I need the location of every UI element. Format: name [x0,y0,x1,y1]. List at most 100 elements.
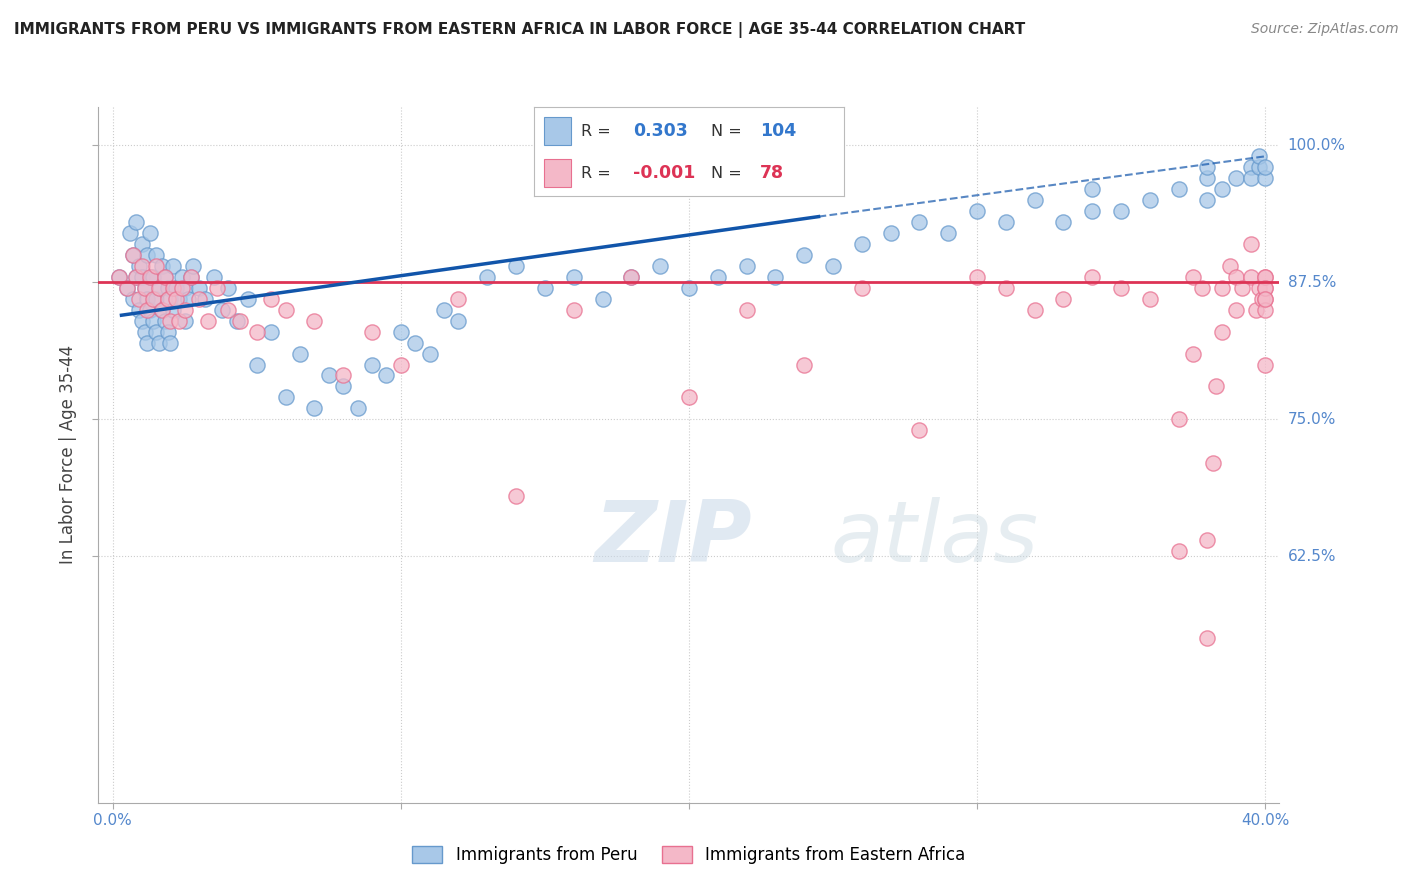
Text: atlas: atlas [831,497,1039,580]
Point [879,226,901,240]
Point [131,269,153,284]
Point [793,358,815,372]
Point [1254,292,1277,306]
Point [131,314,153,328]
Point [936,226,959,240]
Point [1254,281,1277,295]
Point [180,269,202,284]
Point [128,292,150,306]
Point [139,269,162,284]
Point [153,314,176,328]
Point [1205,379,1227,393]
Point [620,269,643,284]
Point [148,281,170,295]
Point [148,335,170,350]
Point [1254,292,1277,306]
Point [115,281,138,295]
Point [225,314,247,328]
Point [1081,269,1104,284]
Point [170,281,193,295]
Point [1139,292,1161,306]
Point [1230,281,1253,295]
Point [153,269,176,284]
Point [1254,269,1277,284]
Point [134,281,156,295]
Point [1197,533,1219,547]
Text: 78: 78 [761,164,785,182]
Point [447,292,470,306]
Point [1211,281,1233,295]
Point [162,281,184,295]
Point [304,401,326,416]
Point [156,281,179,295]
Point [735,259,758,273]
Point [1254,358,1277,372]
Text: 75.0%: 75.0% [1288,412,1336,426]
Point [167,314,190,328]
Point [177,292,200,306]
Point [188,281,211,295]
Point [477,269,499,284]
Point [1254,281,1277,295]
Point [159,335,181,350]
Point [1109,204,1132,219]
Point [1197,632,1219,646]
Point [1240,237,1263,252]
Point [274,391,297,405]
Point [142,314,165,328]
Point [346,401,368,416]
Point [375,368,398,383]
Point [793,248,815,262]
Point [1254,161,1277,175]
Point [136,302,159,317]
Text: 100.0%: 100.0% [1288,138,1346,153]
Point [180,269,202,284]
Point [205,281,228,295]
Point [150,302,173,317]
Point [246,358,269,372]
Point [167,292,190,306]
Text: R =: R = [581,124,610,138]
Point [562,302,585,317]
Point [150,259,173,273]
Point [304,314,326,328]
Point [202,269,225,284]
Point [274,302,297,317]
Point [139,269,162,284]
Point [678,391,700,405]
Point [1052,215,1074,229]
Point [1211,325,1233,339]
Point [183,259,205,273]
Point [145,292,167,306]
Text: -0.001: -0.001 [633,164,696,182]
Point [908,423,931,437]
Point [120,226,142,240]
Point [162,259,184,273]
Point [156,325,179,339]
Point [139,226,162,240]
Point [678,281,700,295]
Point [145,325,167,339]
Point [1240,269,1263,284]
Point [1249,149,1271,163]
Point [134,281,156,295]
Point [173,314,195,328]
Point [966,269,988,284]
Point [128,259,150,273]
Point [197,314,219,328]
Point [217,302,239,317]
Point [1052,292,1074,306]
Point [145,259,167,273]
Point [238,292,260,306]
Point [134,325,156,339]
Legend: Immigrants from Peru, Immigrants from Eastern Africa: Immigrants from Peru, Immigrants from Ea… [405,839,973,871]
Point [165,292,187,306]
Point [592,292,614,306]
Point [1197,161,1219,175]
Point [332,368,354,383]
Text: 87.5%: 87.5% [1288,275,1336,290]
Point [128,302,150,317]
Text: IMMIGRANTS FROM PERU VS IMMIGRANTS FROM EASTERN AFRICA IN LABOR FORCE | AGE 35-4: IMMIGRANTS FROM PERU VS IMMIGRANTS FROM … [14,22,1025,38]
Point [131,237,153,252]
Point [1254,171,1277,186]
